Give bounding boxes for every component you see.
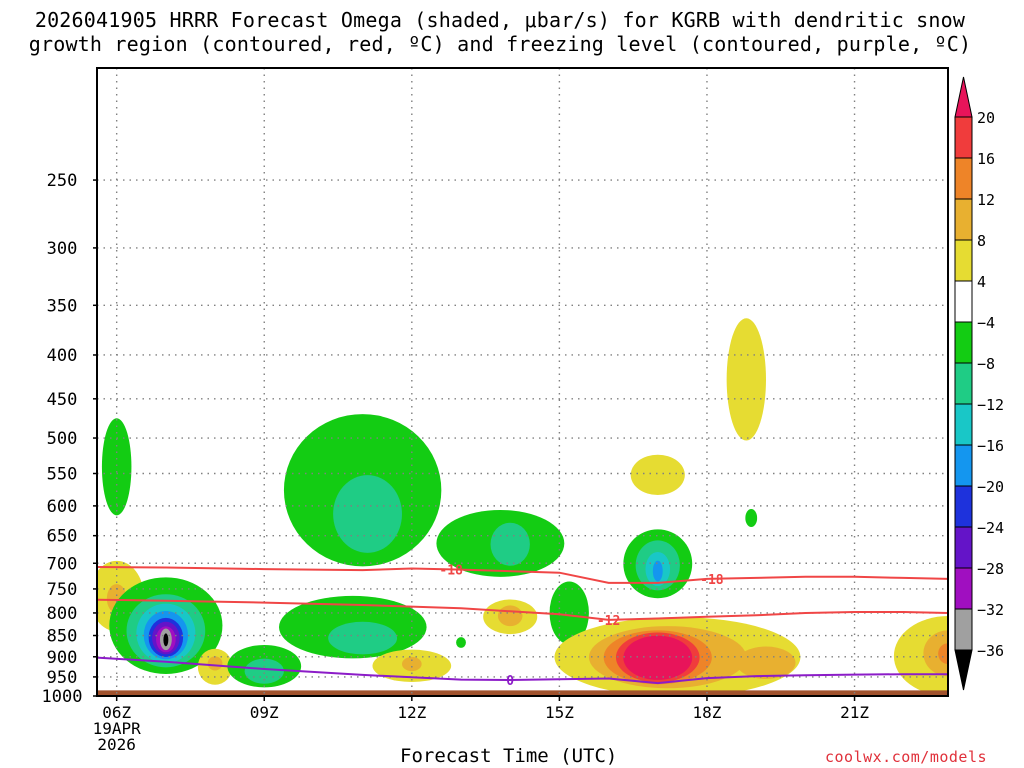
omega-region (207, 656, 223, 671)
y-tick-label: 550 (47, 465, 78, 485)
omega-region (328, 621, 398, 655)
omega-region (163, 633, 169, 647)
omega-region (456, 637, 466, 648)
contour-label: -12 (597, 614, 620, 629)
chart-title: 2026041905 HRRR Forecast Omega (shaded, … (28, 8, 972, 56)
x-tick-label: 12Z (397, 703, 426, 722)
colorbar-tick-label: −12 (977, 396, 1004, 414)
x-axis-label: Forecast Time (UTC) (400, 745, 618, 767)
contour-line (97, 598, 948, 621)
colorbar-swatch (954, 444, 973, 487)
x-tick-label: 06Z (102, 703, 131, 722)
contour-label: -18 (439, 563, 463, 578)
colorbar-swatch (954, 403, 973, 446)
colorbar-swatch (954, 116, 973, 159)
colorbar-swatch (954, 280, 973, 323)
colorbar-swatch (954, 198, 973, 241)
omega-region (333, 475, 402, 553)
omega-region (497, 605, 523, 627)
omega-region (630, 454, 685, 496)
contour-line (97, 566, 948, 584)
y-tick-label: 850 (47, 627, 78, 647)
y-tick-label: 1000 (42, 687, 83, 707)
colorbar-tick-label: −32 (977, 601, 1004, 619)
x-year-label: 2026 (97, 735, 136, 754)
contour-line (97, 656, 948, 685)
y-tick-label: 250 (47, 171, 78, 191)
contour-label: 0 (506, 674, 514, 689)
colorbar-tick-label: −16 (977, 437, 1004, 455)
y-tick-label: 400 (47, 346, 78, 366)
colorbar-swatch (954, 526, 973, 569)
omega-region (549, 581, 589, 645)
colorbar-swatch (954, 608, 973, 651)
colorbar-under-arrow (954, 649, 973, 691)
colorbar-tick-label: 12 (977, 191, 995, 209)
colorbar-tick-label: −36 (977, 642, 1004, 660)
x-tick-label: 21Z (840, 703, 869, 722)
colorbar-tick-label: −28 (977, 560, 1004, 578)
omega-region (623, 635, 693, 680)
y-tick-label: 700 (47, 554, 78, 574)
x-date-label: 19APR (93, 719, 142, 738)
colorbar-swatch (954, 321, 973, 364)
colorbar-swatch (954, 567, 973, 610)
y-tick-label: 600 (47, 497, 78, 517)
y-tick-label: 300 (47, 239, 78, 259)
plot-area: -18 -18 -12 0 (97, 68, 948, 696)
credit-link[interactable]: coolwx.com/models (825, 748, 988, 766)
x-tick-label: 09Z (250, 703, 279, 722)
omega-region (938, 643, 948, 664)
omega-region (101, 418, 132, 516)
colorbar-tick-label: 8 (977, 232, 986, 250)
colorbar-swatch (954, 239, 973, 282)
colorbar-tick-label: −20 (977, 478, 1004, 496)
plot-frame (96, 67, 949, 697)
y-tick-label: 350 (47, 296, 78, 316)
y-tick-label: 750 (47, 580, 78, 600)
omega-region (490, 522, 530, 566)
colorbar-swatch (954, 362, 973, 405)
omega-region (736, 646, 796, 680)
colorbar-swatch (954, 157, 973, 200)
colorbar-tick-label: −24 (977, 519, 1004, 537)
omega-region (923, 630, 948, 677)
colorbar-tick-label: 4 (977, 273, 986, 291)
colorbar-tick-label: −4 (977, 314, 995, 332)
colorbar-swatch (954, 485, 973, 528)
omega-region (652, 560, 663, 582)
y-tick-label: 800 (47, 604, 78, 624)
x-tick-label: 18Z (693, 703, 722, 722)
contour-label: -18 (700, 573, 724, 588)
x-tick-label: 15Z (545, 703, 574, 722)
y-tick-label: 950 (47, 668, 78, 688)
colorbar-tick-label: −8 (977, 355, 995, 373)
y-tick-label: 500 (47, 429, 78, 449)
colorbar-over-arrow (954, 76, 973, 118)
terrain-fill (97, 690, 948, 696)
omega-region (401, 656, 422, 672)
colorbar-tick-label: 16 (977, 150, 995, 168)
y-tick-label: 650 (47, 527, 78, 547)
y-tick-label: 900 (47, 648, 78, 668)
omega-region (726, 318, 766, 441)
colorbar-tick-label: 20 (977, 109, 995, 127)
omega-region (745, 509, 758, 528)
y-tick-label: 450 (47, 390, 78, 410)
